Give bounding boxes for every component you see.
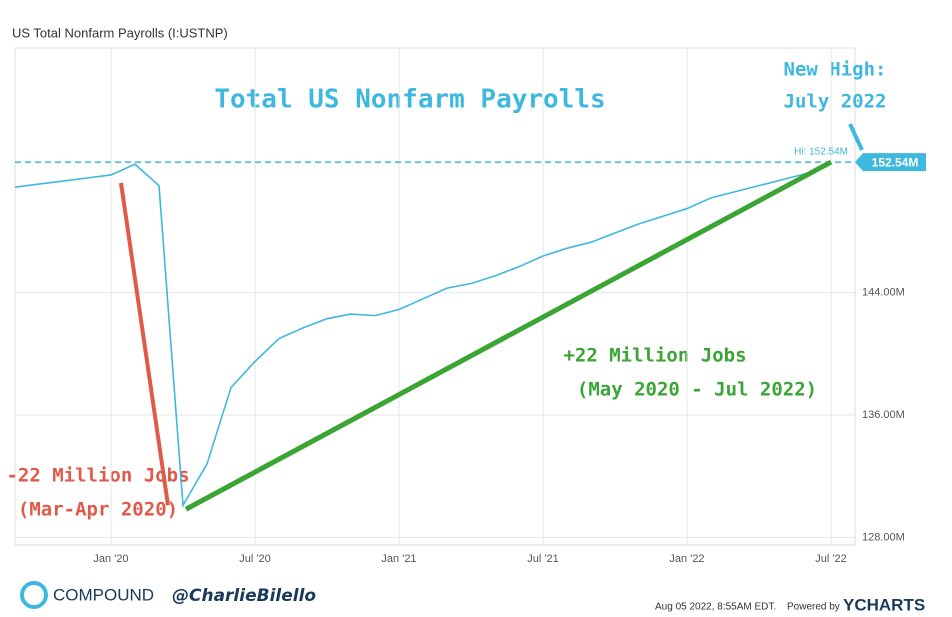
annotation: New High: bbox=[784, 59, 887, 81]
x-tick-label: Jan '20 bbox=[93, 553, 128, 565]
value-badge bbox=[855, 153, 926, 172]
x-tick-label: Jan '22 bbox=[669, 553, 704, 565]
y-tick-label: 136.00M bbox=[862, 409, 905, 421]
vendor: YCHARTS bbox=[843, 595, 925, 614]
annotation: -22 Million Jobs bbox=[6, 465, 189, 487]
y-tick-label: 144.00M bbox=[862, 287, 905, 299]
brand: COMPOUND bbox=[53, 585, 154, 604]
x-tick-label: Jan '21 bbox=[381, 553, 416, 565]
chart-header: US Total Nonfarm Payrolls (I:USTNP) bbox=[12, 25, 228, 40]
annotation: July 2022 bbox=[784, 91, 887, 113]
timestamp: Aug 05 2022, 8:55AM EDT. bbox=[655, 602, 776, 613]
x-tick-label: Jul '20 bbox=[239, 553, 270, 565]
annotation: +22 Million Jobs bbox=[563, 345, 746, 367]
handle: @CharlieBilello bbox=[172, 586, 316, 606]
loss-stroke bbox=[119, 182, 170, 506]
value-badge-label: 152.54M bbox=[872, 155, 919, 169]
annotation: (Mar-Apr 2020) bbox=[18, 499, 178, 521]
annotation: (May 2020 - Jul 2022) bbox=[577, 379, 817, 401]
arrow bbox=[848, 123, 864, 151]
gain-stroke bbox=[184, 159, 833, 512]
powered-by: Powered by bbox=[787, 602, 840, 613]
high-label: Hi: 152.54M bbox=[794, 147, 848, 158]
x-tick-label: Jul '22 bbox=[815, 553, 846, 565]
y-tick-label: 128.00M bbox=[862, 531, 905, 543]
chart-title: Total US Nonfarm Payrolls bbox=[214, 85, 605, 115]
x-tick-label: Jul '21 bbox=[527, 553, 558, 565]
data-line bbox=[14, 161, 832, 508]
logo bbox=[20, 581, 48, 609]
plot-frame bbox=[14, 47, 856, 546]
